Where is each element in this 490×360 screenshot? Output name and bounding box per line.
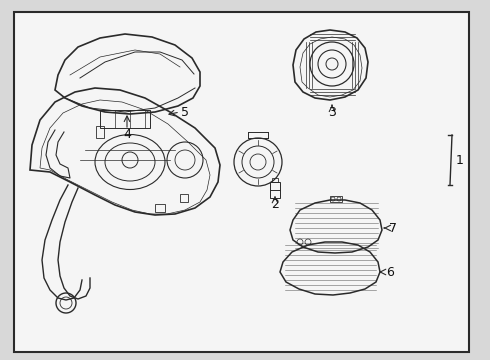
Text: 5: 5	[181, 105, 189, 118]
Text: 2: 2	[271, 198, 279, 211]
Bar	[100, 110, 150, 128]
Text: 3: 3	[328, 105, 336, 118]
Bar	[180, 194, 188, 202]
Text: 4: 4	[123, 129, 131, 141]
Bar	[96, 126, 104, 138]
Bar	[270, 182, 280, 198]
Text: 6: 6	[386, 266, 394, 279]
Text: 7: 7	[389, 221, 397, 234]
Bar	[272, 178, 278, 182]
Text: 1: 1	[456, 153, 464, 166]
Bar	[155, 204, 165, 212]
Bar	[330, 196, 342, 202]
